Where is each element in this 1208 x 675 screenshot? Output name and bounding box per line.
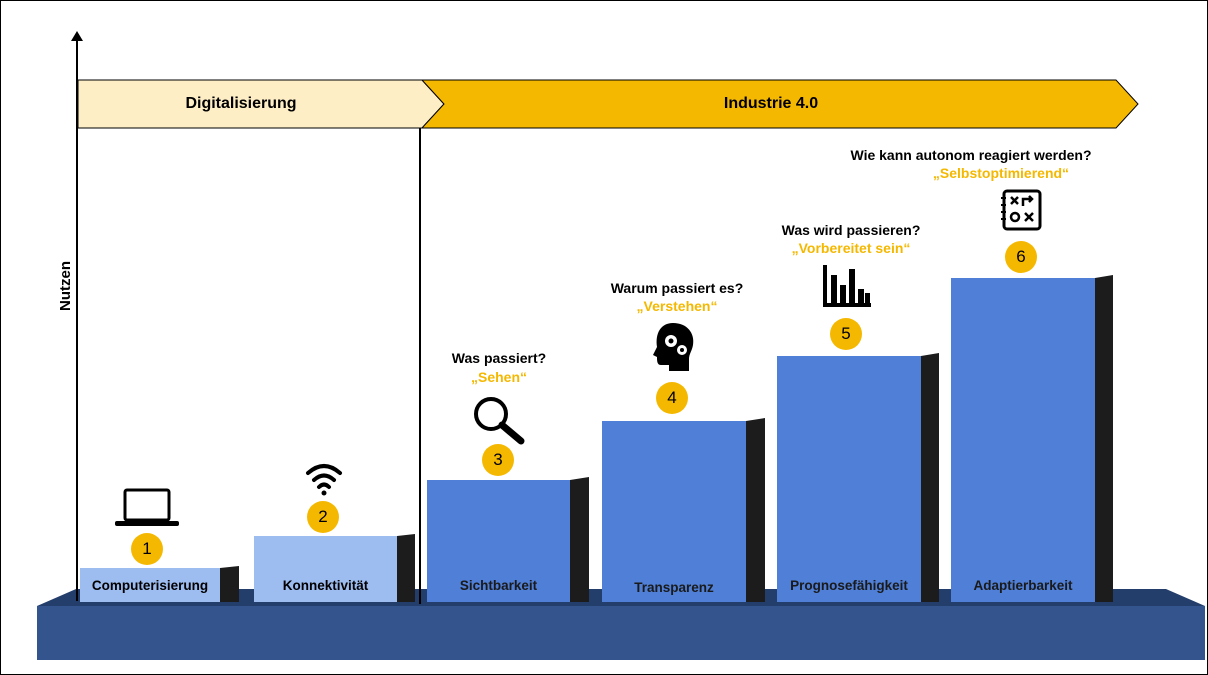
phase-industrie-label: Industrie 4.0 [723, 95, 819, 112]
stage-5-quote: „Vorbereitet sein“ [791, 240, 911, 256]
stage-3-question: Was passiert? [451, 350, 547, 366]
bar-2 [254, 534, 415, 602]
brain-gears-icon [653, 323, 694, 371]
stage-1-label: Computerisierung [91, 578, 209, 593]
stage-6-quote: „Selbstoptimierend“ [932, 165, 1070, 181]
bar-1 [80, 566, 239, 602]
bar-6 [951, 275, 1113, 602]
stage-4-question: Warum passiert es? [610, 280, 744, 296]
bar-chart-icon [823, 265, 871, 307]
stage-3-number: 3 [482, 444, 514, 476]
stage-6-number: 6 [1005, 241, 1037, 273]
magnifier-icon [474, 397, 525, 445]
stage-1-number: 1 [131, 533, 163, 565]
wifi-icon [306, 464, 342, 496]
stage-4-label: Transparenz [634, 580, 714, 595]
phase-digitalisierung-label: Digitalisierung [185, 95, 297, 112]
stage-5-question: Was wird passieren? [781, 222, 921, 238]
stage-6-label: Adaptierbarkeit [973, 578, 1073, 593]
stage-6-question: Wie kann autonom reagiert werden? [850, 147, 1092, 163]
stage-4-quote: „Verstehen“ [636, 298, 718, 314]
stage-5-label: Prognosefähigkeit [790, 578, 908, 593]
strategy-board-icon [1001, 189, 1042, 231]
stage-2-label: Konnektivität [282, 578, 369, 593]
laptop-icon [115, 488, 179, 526]
phase-divider [419, 128, 421, 604]
stage-3-quote: „Sehen“ [470, 369, 527, 385]
stage-2-number: 2 [307, 501, 339, 533]
stage-3-label: Sichtbarkeit [459, 578, 538, 593]
stage-4-number: 4 [656, 382, 688, 414]
stage-5-number: 5 [830, 318, 862, 350]
bar-4 [602, 418, 765, 602]
y-axis-line [76, 39, 78, 601]
bar-5 [777, 353, 939, 602]
y-axis-arrow [71, 31, 83, 41]
bar-3 [427, 477, 589, 602]
phase-arrows [77, 79, 1139, 129]
